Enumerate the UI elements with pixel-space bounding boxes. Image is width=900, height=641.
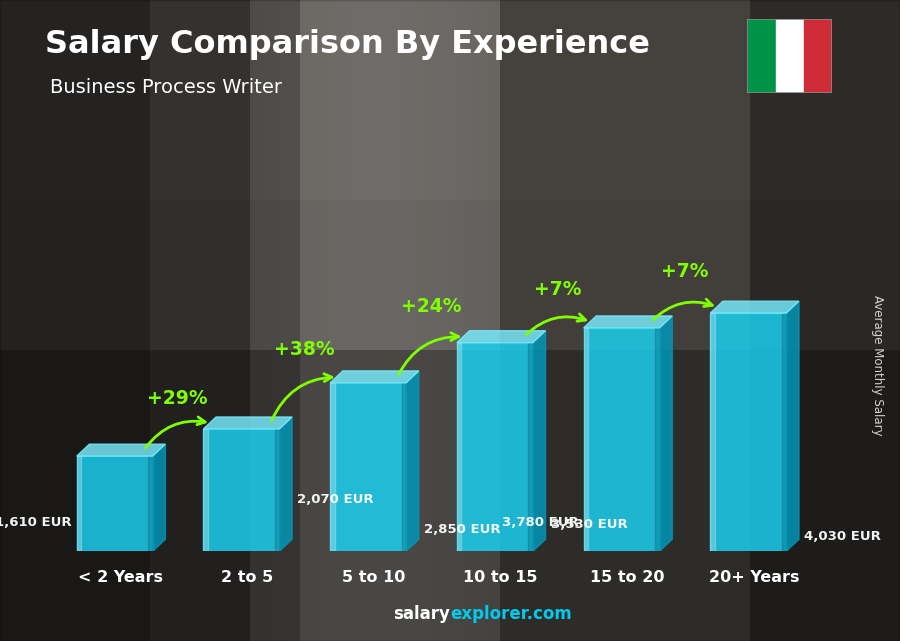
Polygon shape [533, 331, 545, 551]
Text: 20+ Years: 20+ Years [708, 570, 799, 585]
Text: < 2 Years: < 2 Years [78, 570, 163, 585]
Text: 2,070 EUR: 2,070 EUR [297, 494, 374, 506]
Text: 15 to 20: 15 to 20 [590, 570, 664, 585]
Text: 4,030 EUR: 4,030 EUR [804, 531, 881, 544]
Bar [148, 456, 153, 551]
Bar [330, 383, 406, 551]
FancyArrowPatch shape [652, 299, 712, 320]
Text: +38%: +38% [274, 340, 335, 359]
Bar [330, 383, 335, 551]
Bar [401, 383, 406, 551]
Bar [776, 19, 804, 93]
Polygon shape [583, 316, 672, 328]
Polygon shape [330, 371, 419, 383]
Polygon shape [457, 331, 545, 343]
Text: 10 to 15: 10 to 15 [464, 570, 538, 585]
Bar [203, 429, 208, 551]
Polygon shape [660, 316, 672, 551]
Text: Salary Comparison By Experience: Salary Comparison By Experience [45, 29, 650, 60]
Bar [747, 19, 776, 93]
Bar [457, 343, 533, 551]
Bar [710, 313, 787, 551]
Bar [655, 328, 660, 551]
Text: 2 to 5: 2 to 5 [221, 570, 274, 585]
Bar [76, 456, 81, 551]
Bar [583, 328, 660, 551]
Text: salary: salary [393, 605, 450, 623]
Polygon shape [153, 444, 166, 551]
FancyArrowPatch shape [146, 417, 205, 448]
Bar [76, 456, 153, 551]
Polygon shape [787, 301, 799, 551]
FancyArrowPatch shape [526, 314, 586, 335]
Text: 3,780 EUR: 3,780 EUR [501, 516, 579, 529]
Bar [203, 429, 279, 551]
Text: Average Monthly Salary: Average Monthly Salary [871, 295, 884, 436]
Text: Business Process Writer: Business Process Writer [50, 78, 282, 97]
Text: 1,610 EUR: 1,610 EUR [0, 516, 72, 529]
Bar [528, 343, 533, 551]
Text: +7%: +7% [534, 279, 581, 299]
Bar [274, 429, 279, 551]
Bar [782, 313, 787, 551]
FancyArrowPatch shape [272, 374, 332, 420]
Text: 2,850 EUR: 2,850 EUR [424, 523, 500, 536]
Text: +24%: +24% [400, 297, 461, 316]
Text: +29%: +29% [147, 388, 208, 408]
Text: 5 to 10: 5 to 10 [342, 570, 406, 585]
Polygon shape [406, 371, 419, 551]
Text: +7%: +7% [661, 262, 708, 281]
Bar [583, 328, 588, 551]
Polygon shape [203, 417, 292, 429]
Text: explorer.com: explorer.com [450, 605, 572, 623]
FancyArrowPatch shape [399, 333, 459, 374]
Polygon shape [76, 444, 166, 456]
Bar [804, 19, 833, 93]
Polygon shape [279, 417, 292, 551]
Polygon shape [710, 301, 799, 313]
Bar [710, 313, 715, 551]
Bar [457, 343, 462, 551]
Text: 3,530 EUR: 3,530 EUR [551, 518, 627, 531]
